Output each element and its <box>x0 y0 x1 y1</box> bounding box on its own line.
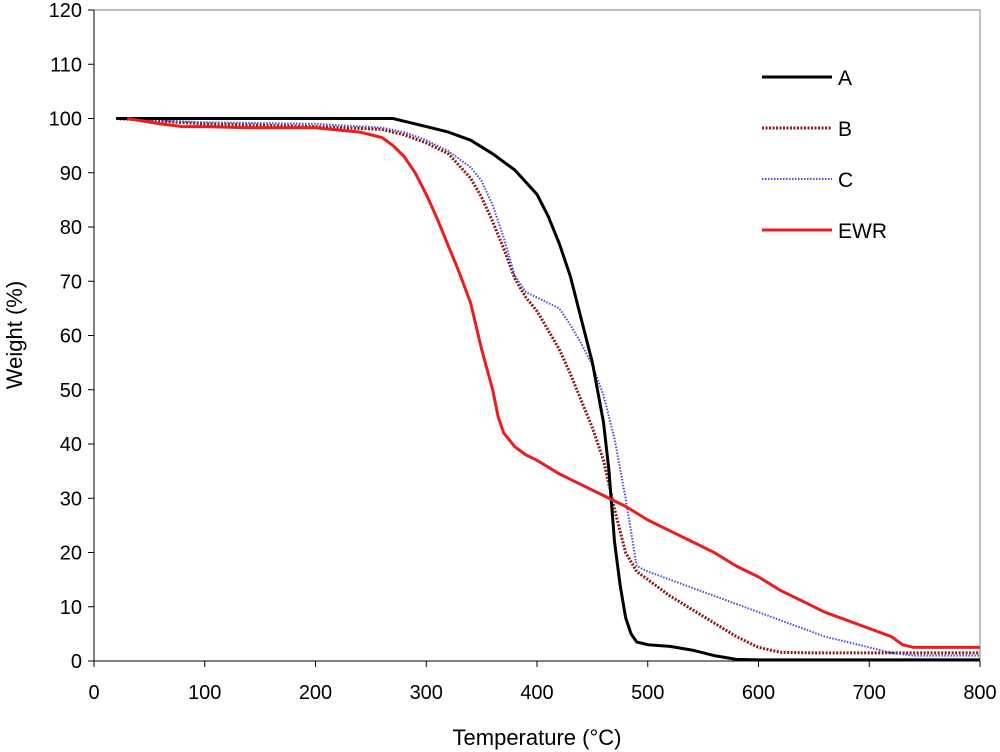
x-tick-label: 600 <box>742 682 775 704</box>
legend: A B C EWR <box>762 67 887 243</box>
series-line-b <box>116 117 980 655</box>
x-tick-label: 700 <box>853 682 886 704</box>
y-axis: 0 10 20 30 40 50 60 70 80 90 100 110 120 <box>49 0 95 673</box>
y-tick-label: 90 <box>60 163 82 185</box>
plot-area-frame <box>93 9 981 662</box>
y-tick-label: 10 <box>60 597 82 619</box>
x-tick-label: 800 <box>963 682 996 704</box>
y-tick-label: 120 <box>49 0 82 22</box>
series-line-c <box>116 117 980 657</box>
x-axis-title: Temperature (°C) <box>453 725 622 750</box>
x-tick-label: 0 <box>88 682 99 704</box>
x-tick-label: 400 <box>520 682 553 704</box>
series-line-a <box>116 117 980 662</box>
y-tick-label: 0 <box>71 651 82 673</box>
x-tick-label: 300 <box>410 682 443 704</box>
y-tick-label: 110 <box>50 54 82 76</box>
y-tick-label: 60 <box>60 326 82 348</box>
x-tick-label: 200 <box>299 682 332 704</box>
y-tick-label: 80 <box>60 217 82 239</box>
y-tick-label: 50 <box>60 380 82 402</box>
series-layer <box>116 117 980 662</box>
y-tick-label: 30 <box>60 488 82 510</box>
x-tick-label: 500 <box>631 682 664 704</box>
legend-label-a: A <box>838 67 852 90</box>
legend-label-b: B <box>838 118 852 141</box>
y-tick-label: 70 <box>60 271 82 293</box>
legend-label-c: C <box>838 169 853 192</box>
x-axis: 0 100 200 300 400 500 600 700 800 <box>88 660 997 704</box>
x-tick-label: 100 <box>188 682 221 704</box>
legend-label-ewr: EWR <box>838 220 887 243</box>
y-tick-label: 100 <box>49 109 82 131</box>
y-tick-label: 40 <box>60 434 82 456</box>
y-axis-title: Weight (%) <box>2 281 27 389</box>
y-tick-label: 20 <box>60 543 82 565</box>
series-line-ewr <box>126 117 980 649</box>
